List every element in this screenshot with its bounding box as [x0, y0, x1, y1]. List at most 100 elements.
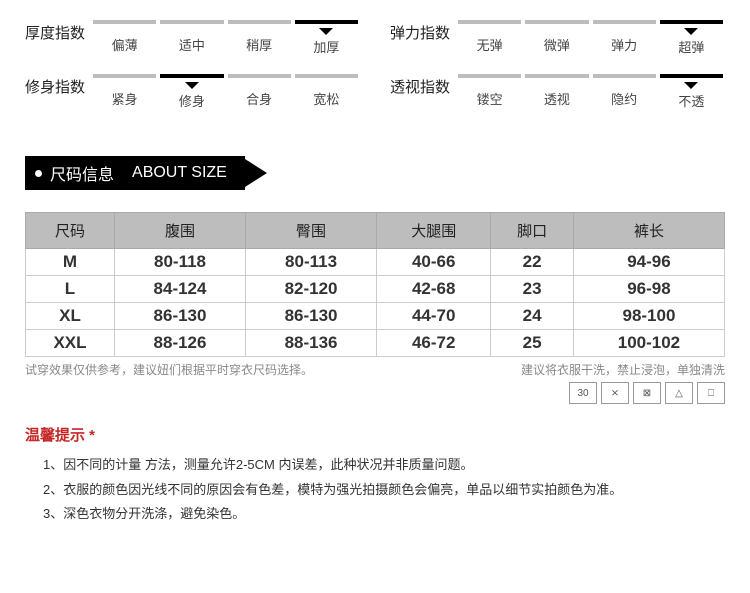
opacity-option: 透视 — [523, 74, 590, 110]
elasticity-options: 无弹微弹弹力超弹 — [456, 20, 725, 56]
care-icon: △ — [665, 382, 693, 404]
care-icon: ⎕ — [697, 382, 725, 404]
table-header-cell: 大腿围 — [377, 213, 491, 249]
size-section-header: 尺码信息 ABOUT SIZE — [25, 156, 725, 190]
elasticity-option: 无弹 — [456, 20, 523, 56]
option-label: 超弹 — [658, 37, 725, 56]
section-header-en: ABOUT SIZE — [132, 164, 227, 182]
table-cell: 23 — [491, 276, 574, 303]
table-cell: 24 — [491, 303, 574, 330]
pointer-down-icon — [684, 82, 698, 89]
footnote-left: 试穿效果仅供参考，建议妞们根据平时穿衣尺码选择。 — [25, 361, 313, 378]
option-label: 适中 — [158, 35, 225, 54]
table-header-cell: 臀围 — [246, 213, 377, 249]
elasticity-option: 微弹 — [523, 20, 590, 56]
table-header-cell: 腹围 — [114, 213, 245, 249]
indicator-bar — [295, 74, 358, 78]
option-label: 弹力 — [591, 35, 658, 54]
indicator-bar — [458, 74, 521, 78]
option-label: 加厚 — [293, 37, 360, 56]
table-cell: 46-72 — [377, 330, 491, 357]
size-table-body: M80-11880-11340-662294-96L84-12482-12042… — [26, 249, 725, 357]
table-cell: 96-98 — [573, 276, 724, 303]
table-row: L84-12482-12042-682396-98 — [26, 276, 725, 303]
table-row: XL86-13086-13044-702498-100 — [26, 303, 725, 330]
thickness-options: 偏薄适中稍厚加厚 — [91, 20, 360, 56]
fit-option: 合身 — [226, 74, 293, 110]
indicator-bar — [295, 20, 358, 24]
table-cell: 84-124 — [114, 276, 245, 303]
table-cell: 88-126 — [114, 330, 245, 357]
pointer-down-icon — [185, 82, 199, 89]
table-cell: 80-113 — [246, 249, 377, 276]
option-label: 稍厚 — [226, 35, 293, 54]
opacity-index: 透视指数 镂空透视隐约不透 — [390, 74, 725, 110]
asterisk-icon: * — [85, 427, 95, 444]
option-label: 偏薄 — [91, 35, 158, 54]
chevron-right-icon — [245, 159, 267, 187]
table-cell: 80-118 — [114, 249, 245, 276]
table-header-cell: 尺码 — [26, 213, 115, 249]
elasticity-title: 弹力指数 — [390, 20, 456, 43]
table-cell: 44-70 — [377, 303, 491, 330]
opacity-option: 镂空 — [456, 74, 523, 110]
pointer-down-icon — [319, 28, 333, 35]
table-cell: 22 — [491, 249, 574, 276]
thickness-option: 加厚 — [293, 20, 360, 56]
indicator-bar — [93, 20, 156, 24]
tip-line: 1、因不同的计量 方法，测量允许2-5CM 内误差，此种状况并非质量问题。 — [43, 453, 725, 478]
table-cell: 40-66 — [377, 249, 491, 276]
bullet-icon — [35, 170, 42, 177]
table-cell: 25 — [491, 330, 574, 357]
fit-option: 修身 — [158, 74, 225, 110]
indicator-bar — [593, 74, 656, 78]
table-cell: 82-120 — [246, 276, 377, 303]
table-cell: 98-100 — [573, 303, 724, 330]
table-cell: L — [26, 276, 115, 303]
care-icon: ⨯ — [601, 382, 629, 404]
section-header-cn: 尺码信息 — [50, 161, 114, 185]
option-label: 隐约 — [591, 89, 658, 108]
option-label: 宽松 — [293, 89, 360, 108]
indicator-bar — [660, 20, 723, 24]
care-icons-row: 30⨯⊠△⎕ — [25, 382, 725, 404]
option-label: 不透 — [658, 91, 725, 110]
opacity-title: 透视指数 — [390, 74, 456, 97]
indicator-bar — [593, 20, 656, 24]
elasticity-index: 弹力指数 无弹微弹弹力超弹 — [390, 20, 725, 56]
indices-grid: 厚度指数 偏薄适中稍厚加厚 修身指数 紧身修身合身宽松 弹力指数 无弹微弹弹力超… — [25, 20, 725, 128]
opacity-option: 隐约 — [591, 74, 658, 110]
indicator-bar — [660, 74, 723, 78]
fit-options: 紧身修身合身宽松 — [91, 74, 360, 110]
thickness-option: 适中 — [158, 20, 225, 56]
option-label: 透视 — [523, 89, 590, 108]
opacity-options: 镂空透视隐约不透 — [456, 74, 725, 110]
warm-tip-title: 温馨提示 * — [25, 424, 725, 445]
fit-title: 修身指数 — [25, 74, 91, 97]
thickness-option: 稍厚 — [226, 20, 293, 56]
thickness-option: 偏薄 — [91, 20, 158, 56]
tip-line: 2、衣服的颜色因光线不同的原因会有色差，模特为强光拍摄颜色会偏亮，单品以细节实拍… — [43, 478, 725, 503]
table-cell: 94-96 — [573, 249, 724, 276]
care-icon: ⊠ — [633, 382, 661, 404]
option-label: 合身 — [226, 89, 293, 108]
pointer-down-icon — [684, 28, 698, 35]
table-cell: 42-68 — [377, 276, 491, 303]
footnote-right: 建议将衣服干洗，禁止浸泡，单独清洗 — [521, 361, 725, 378]
elasticity-option: 超弹 — [658, 20, 725, 56]
indices-left-column: 厚度指数 偏薄适中稍厚加厚 修身指数 紧身修身合身宽松 — [25, 20, 360, 128]
option-label: 无弹 — [456, 35, 523, 54]
table-cell: M — [26, 249, 115, 276]
indices-right-column: 弹力指数 无弹微弹弹力超弹 透视指数 镂空透视隐约不透 — [390, 20, 725, 128]
indicator-bar — [458, 20, 521, 24]
thickness-title: 厚度指数 — [25, 20, 91, 43]
indicator-bar — [228, 20, 291, 24]
indicator-bar — [228, 74, 291, 78]
indicator-bar — [160, 74, 223, 78]
option-label: 镂空 — [456, 89, 523, 108]
table-row: M80-11880-11340-662294-96 — [26, 249, 725, 276]
table-cell: 100-102 — [573, 330, 724, 357]
table-footnote-row: 试穿效果仅供参考，建议妞们根据平时穿衣尺码选择。 建议将衣服干洗，禁止浸泡，单独… — [25, 361, 725, 378]
indicator-bar — [93, 74, 156, 78]
table-cell: XXL — [26, 330, 115, 357]
